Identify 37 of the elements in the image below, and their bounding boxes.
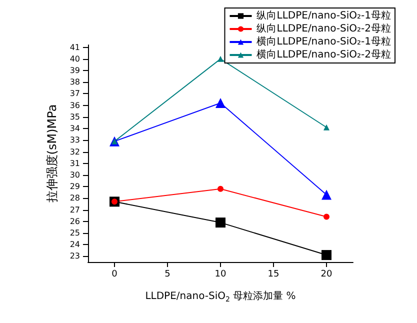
legend-label: 纵向LLDPE/nano-SiO₂-2母粒 <box>256 22 392 34</box>
y-tick-label: 36 <box>70 100 80 110</box>
y-tick-label: 35 <box>70 112 80 122</box>
y-tick-label: 38 <box>70 78 80 87</box>
y-tick-label: 31 <box>70 158 80 168</box>
point <box>324 214 330 220</box>
y-tick-label: 24 <box>70 240 80 250</box>
x-tick-label: 20 <box>320 270 332 280</box>
legend-label: 横向LLDPE/nano-SiO₂-1母粒 <box>256 36 392 48</box>
y-tick-label: 40 <box>70 54 80 64</box>
y-tick-label: 25 <box>70 228 80 238</box>
x-tick-label: 15 <box>268 270 280 280</box>
point <box>216 98 226 108</box>
y-tick-label: 28 <box>70 194 80 203</box>
y-tick-label: 27 <box>70 205 80 214</box>
point <box>218 186 224 192</box>
y-tick-label: 34 <box>70 124 80 134</box>
y-tick-label: 33 <box>70 136 80 145</box>
y-tick-label: 41 <box>70 42 80 52</box>
point <box>322 190 332 200</box>
y-tick-label: 37 <box>70 89 80 98</box>
y-tick-label: 39 <box>70 66 80 76</box>
x-tick-label: 10 <box>214 270 226 280</box>
point <box>322 250 332 260</box>
y-tick-label: 30 <box>70 170 80 180</box>
point <box>218 56 224 62</box>
x-tick-label: 0 <box>112 270 118 280</box>
y-tick-label: 23 <box>70 252 80 261</box>
point <box>216 218 226 228</box>
y-axis-title: 拉伸强度(sM)MPa <box>45 104 59 203</box>
point <box>324 124 330 130</box>
y-tick-label: 32 <box>70 147 80 156</box>
legend-label: 横向LLDPE/nano-SiO₂-2母粒 <box>256 48 392 60</box>
x-tick-label: 5 <box>164 270 170 280</box>
legend-label: 纵向LLDPE/nano-SiO₂-1母粒 <box>256 10 392 22</box>
y-tick-label: 29 <box>70 182 80 192</box>
y-tick-label: 26 <box>70 216 80 226</box>
